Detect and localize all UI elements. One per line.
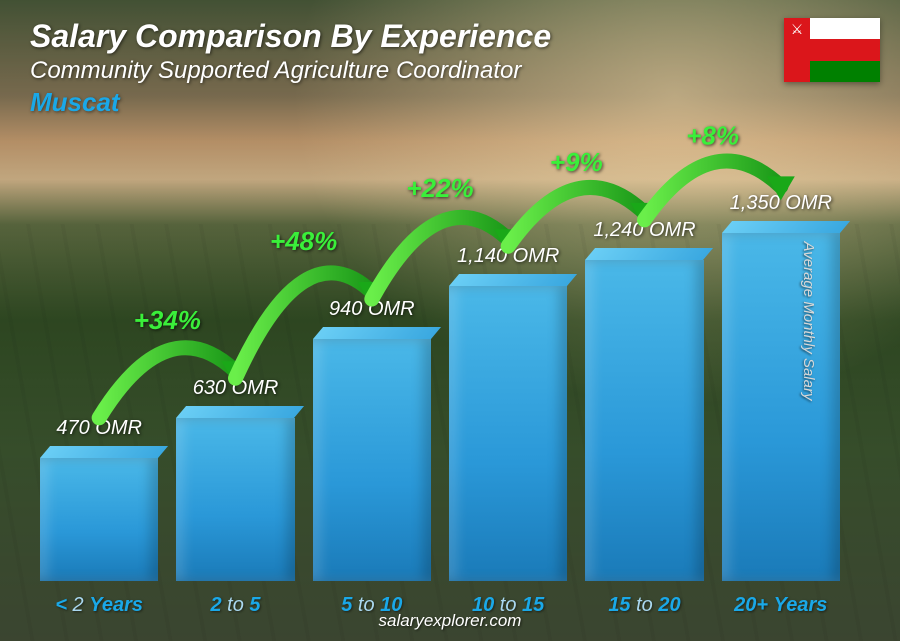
chart-subtitle: Community Supported Agriculture Coordina… [30,57,870,85]
bar-value-label: 940 OMR [329,298,415,321]
chart-title: Salary Comparison By Experience [30,18,870,55]
bar-group: 940 OMR5 to 10 [313,298,431,581]
bar-group: 1,350 OMR20+ Years [722,192,840,581]
bar [40,458,158,581]
country-flag: ⚔ [784,18,880,82]
bar-group: 470 OMR< 2 Years [40,417,158,581]
flag-emblem-icon: ⚔ [789,21,805,37]
bar-top-face [176,406,304,418]
bar-group: 1,240 OMR15 to 20 [585,219,703,581]
bar-top-face [449,274,577,286]
bar-value-label: 630 OMR [193,377,279,400]
bar [722,233,840,581]
growth-pct-label: +48% [270,226,337,256]
bar [585,260,703,581]
bar-value-label: 1,350 OMR [730,192,832,215]
bar-group: 630 OMR2 to 5 [176,377,294,581]
y-axis-label: Average Monthly Salary [800,241,817,400]
growth-arc: +8% [40,141,840,581]
bar-value-label: 470 OMR [56,417,142,440]
bar-value-label: 1,140 OMR [457,245,559,268]
header: Salary Comparison By Experience Communit… [30,18,870,118]
bar [176,418,294,581]
bar-value-label: 1,240 OMR [593,219,695,242]
bar-top-face [40,446,168,458]
chart-location: Muscat [30,87,870,118]
bar-top-face [585,248,713,260]
growth-pct-label: +9% [550,147,603,177]
footer-attribution: salaryexplorer.com [0,611,900,631]
growth-arc: +34% [40,141,840,581]
bar-group: 1,140 OMR10 to 15 [449,245,567,581]
bar [313,339,431,581]
growth-arc: +9% [40,141,840,581]
bar-top-face [722,221,850,233]
growth-pct-label: +34% [134,305,201,335]
bar [449,286,567,581]
growth-pct-label: +22% [406,173,473,203]
bar-chart: 470 OMR< 2 Years630 OMR2 to 5940 OMR5 to… [40,141,840,581]
growth-arc: +48% [40,141,840,581]
bar-top-face [313,327,441,339]
growth-arc: +22% [40,141,840,581]
